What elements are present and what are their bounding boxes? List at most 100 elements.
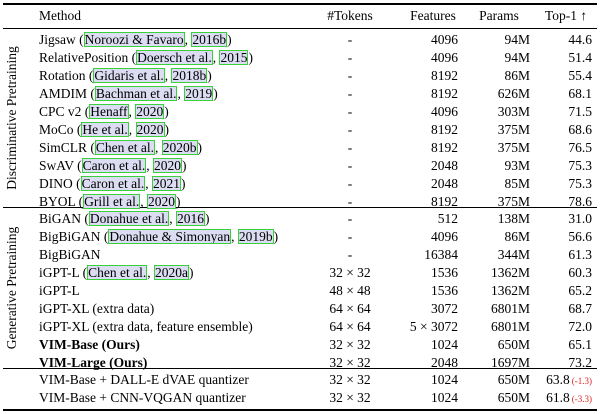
top1-cell: 31.0 <box>530 210 592 228</box>
method-cell: iGPT-L <box>39 282 80 300</box>
citation-year-link[interactable]: 2021 <box>151 176 181 191</box>
method-cell: BiGAN (Donahue et al., 2016) <box>39 211 210 226</box>
citation-year-link[interactable]: 2020 <box>153 158 183 173</box>
header-rule <box>3 28 597 29</box>
citation-link[interactable]: Chen et al. <box>94 140 155 155</box>
features-cell: 1024 <box>431 390 458 405</box>
params-cell: 138M <box>497 211 530 226</box>
tokens-cell: 32 × 32 <box>329 337 371 352</box>
features-cell: 8192 <box>431 140 458 155</box>
citation-year-link[interactable]: 2015 <box>219 50 249 65</box>
method-name: VIM-Base + DALL-E dVAE quantizer <box>39 372 249 387</box>
method-cell: Jigsaw (Noroozi & Favaro, 2016b) <box>39 32 232 47</box>
top1-value: 65.1 <box>568 337 592 352</box>
tokens-cell: 32 × 32 <box>329 372 371 387</box>
method-name: iGPT-XL (extra data) <box>39 301 155 316</box>
method-cell: iGPT-L (Chen et al., 2020a) <box>39 265 194 280</box>
citation-year-link[interactable]: 2019 <box>184 86 214 101</box>
citation-link[interactable]: He et al. <box>81 122 129 137</box>
table-row: SwAV (Caron et al., 2020) - 2048 93M 75.3 <box>0 157 600 175</box>
citation-link[interactable]: Noroozi & Favaro <box>83 32 185 47</box>
citation-link[interactable]: Donahue et al. <box>88 211 170 226</box>
top1-value: 31.0 <box>568 211 592 226</box>
bottom-rule <box>3 409 597 411</box>
tokens-cell: 32 × 32 <box>329 265 371 280</box>
tokens-cell: - <box>347 247 353 262</box>
citation-year-link[interactable]: 2016b <box>191 32 228 47</box>
table-row: SimCLR (Chen et al., 2020b) - 8192 375M 76.5 <box>0 139 600 157</box>
top1-cell: 75.3 <box>530 175 592 193</box>
tokens-cell: - <box>347 140 353 155</box>
citation-year-link[interactable]: 2018b <box>171 68 208 83</box>
table-row: BigBiGAN - 16384 344M 61.3 <box>0 246 600 264</box>
citation-link[interactable]: Gidaris et al. <box>93 68 165 83</box>
table-row: iGPT-XL (extra data, feature ensemble) 64… <box>0 318 600 336</box>
citation-year-link[interactable]: 2020b <box>161 140 198 155</box>
tokens-cell: - <box>347 104 353 119</box>
table-row: BiGAN (Donahue et al., 2016) - 512 138M 31.0 <box>0 210 600 228</box>
header-top1: Top-1 ↑ <box>544 8 588 23</box>
top1-cell: 68.1 <box>530 85 592 103</box>
citation-year-link[interactable]: 2020 <box>146 194 176 209</box>
table-row: VIM-Base (Ours) 32 × 32 1024 650M 65.1 <box>0 336 600 354</box>
features-cell: 8192 <box>431 122 458 137</box>
citation-link[interactable]: Chen et al. <box>87 265 148 280</box>
features-cell: 4096 <box>431 50 458 65</box>
tokens-cell: 32 × 32 <box>329 390 371 405</box>
method-name: VIM-Base + CNN-VQGAN quantizer <box>39 390 246 405</box>
method-name: SwAV <box>39 158 74 173</box>
method-name: iGPT-L <box>39 283 80 298</box>
top1-cell: 68.6 <box>530 121 592 139</box>
top1-cell: 44.6 <box>530 31 592 49</box>
header-features: Features <box>410 8 456 23</box>
header-tokens: #Tokens <box>327 8 373 23</box>
method-name: SimCLR <box>39 140 88 155</box>
method-name: MoCo <box>39 122 74 137</box>
features-cell: 1024 <box>431 372 458 387</box>
citation-year-link[interactable]: 2020 <box>135 122 165 137</box>
params-cell: 375M <box>497 140 530 155</box>
params-cell: 6801M <box>490 319 530 334</box>
table-row: BYOL (Grill et al., 2020) - 8192 375M 78.6 <box>0 193 600 211</box>
top1-value: 75.3 <box>568 176 592 191</box>
features-cell: 4096 <box>431 229 458 244</box>
header-method: Method <box>39 8 81 23</box>
features-cell: 1024 <box>431 337 458 352</box>
citation-link[interactable]: Bachman et al. <box>94 86 178 101</box>
top1-cell: 61.8 (-3.3) <box>530 389 592 408</box>
table-row: iGPT-L (Chen et al., 2020a) 32 × 32 1536 13… <box>0 264 600 282</box>
top1-cell: 75.3 <box>530 157 592 175</box>
method-cell: VIM-Base (Ours) <box>39 336 140 354</box>
top1-value: 68.7 <box>568 301 592 316</box>
method-name: VIM-Large (Ours) <box>39 355 148 370</box>
method-name: CPC v2 <box>39 104 82 119</box>
method-name: Rotation <box>39 68 86 83</box>
citation-link[interactable]: Henaff <box>89 104 129 119</box>
params-cell: 94M <box>504 50 530 65</box>
citation-link[interactable]: Caron et al. <box>80 176 146 191</box>
table-row: AMDIM (Bachman et al., 2019) - 8192 626M 68.… <box>0 85 600 103</box>
citation-year-link[interactable]: 2020 <box>135 104 165 119</box>
method-cell: RelativePosition (Doersch et al., 2015) <box>39 50 253 65</box>
header-params: Params <box>479 8 519 23</box>
citation-link[interactable]: Doersch et al. <box>136 50 213 65</box>
features-cell: 8192 <box>431 86 458 101</box>
citation-link[interactable]: Grill et al. <box>83 194 141 209</box>
params-cell: 93M <box>504 158 530 173</box>
table-row: iGPT-XL (extra data) 64 × 64 3072 6801M 68.7 <box>0 300 600 318</box>
method-name: BigBiGAN <box>39 229 101 244</box>
header-row: Method #Tokens Features Params Top-1 ↑ <box>0 7 600 25</box>
features-cell: 16384 <box>424 247 458 262</box>
table-row: VIM-Base + DALL-E dVAE quantizer 32 × 32 1… <box>0 371 600 389</box>
top1-cell: 63.8 (-1.3) <box>530 371 592 390</box>
citation-year-link[interactable]: 2020a <box>154 265 189 280</box>
citation-year-link[interactable]: 2016 <box>175 211 205 226</box>
method-cell: SwAV (Caron et al., 2020) <box>39 158 187 173</box>
params-cell: 1362M <box>490 265 530 280</box>
citation-link[interactable]: Caron et al. <box>81 158 147 173</box>
table-row: Rotation (Gidaris et al., 2018b) - 8192 86M… <box>0 67 600 85</box>
top1-value: 73.2 <box>568 355 592 370</box>
citation-link[interactable]: Donahue & Simonyan <box>108 229 232 244</box>
citation-year-link[interactable]: 2019b <box>237 229 274 244</box>
method-cell: SimCLR (Chen et al., 2020b) <box>39 140 202 155</box>
